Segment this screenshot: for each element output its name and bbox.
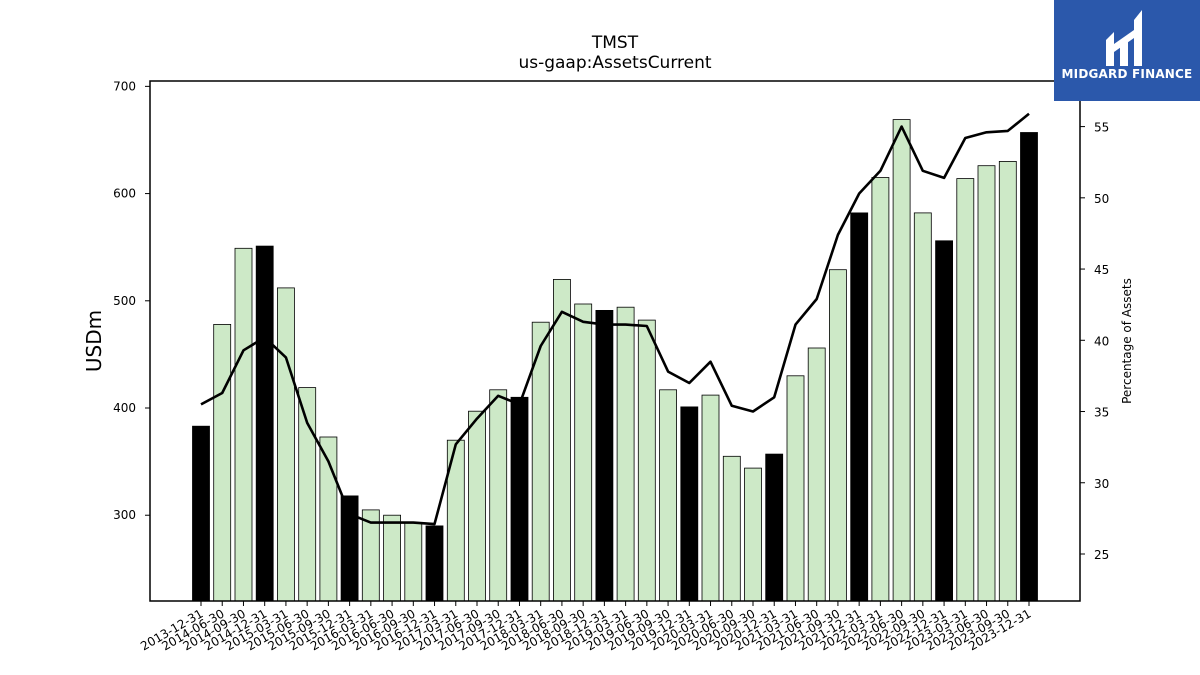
y2-axis-label: Percentage of Assets (1120, 278, 1134, 404)
y-tick-label: 600 (113, 187, 136, 201)
y-axis-ticks: 300 400 500 600 700 (113, 79, 150, 522)
logo-text: MIDGARD FINANCE (1061, 67, 1193, 81)
bar-2021-03-31 (786, 375, 805, 602)
y-tick-label: 300 (113, 508, 136, 522)
plot-frame (149, 80, 1081, 602)
bar-2013-12-31 (192, 425, 210, 602)
y-tick-label: 500 (113, 294, 136, 308)
bar-2022-06-30 (892, 119, 911, 602)
y2-tick-label: 40 (1094, 334, 1109, 348)
y2-tick-label: 45 (1094, 263, 1109, 277)
y2-axis-ticks: 25 30 35 40 45 50 55 (1080, 121, 1109, 562)
company-logo: MIDGARD FINANCE (1054, 0, 1200, 101)
bar-2018-06-30 (553, 278, 571, 602)
bar-2019-03-31 (616, 306, 635, 602)
bar-2016-06-30 (383, 514, 402, 602)
y2-tick-label: 30 (1094, 477, 1109, 491)
y2-tick-label: 50 (1094, 192, 1109, 206)
bar-2019-06-30 (637, 319, 656, 602)
bar-2023-06-30 (977, 165, 996, 602)
bar-2019-09-30 (659, 389, 677, 602)
bar-2020-03-31 (701, 394, 720, 602)
chart-subtitle: us-gaap:AssetsCurrent (518, 53, 711, 73)
y-tick-label: 400 (113, 401, 136, 415)
y2-tick-label: 55 (1094, 121, 1109, 135)
bar-2023-12-31 (1020, 132, 1038, 602)
bar-2019-12-31 (680, 406, 699, 602)
bar-2017-12-31 (510, 396, 529, 602)
y-axis-label: USDm (82, 310, 106, 372)
bar-2020-06-30 (722, 455, 741, 602)
bar-2021-06-30 (807, 347, 826, 602)
bar-2020-09-30 (744, 467, 762, 602)
percentage-line (200, 112, 1030, 526)
bar-2023-03-31 (956, 178, 975, 602)
bar-2022-12-31 (935, 240, 953, 602)
bar-2016-09-30 (404, 522, 423, 602)
bar-2017-09-30 (489, 389, 508, 602)
bar-2022-09-30 (913, 212, 932, 602)
bar-2021-12-31 (850, 212, 869, 602)
bar-2022-03-31 (871, 177, 890, 602)
bar-2018-12-31 (595, 309, 614, 602)
chart-title: TMST (591, 33, 639, 53)
x-axis-ticks: 2013-12-312014-06-302014-09-302014-12-31… (138, 601, 1034, 653)
bar-2021-09-30 (829, 269, 847, 602)
bar-2015-03-31 (276, 287, 295, 602)
bar-2016-12-31 (425, 525, 444, 602)
bars-group (192, 119, 1038, 602)
bar-2020-12-31 (765, 453, 784, 602)
bar-2023-09-30 (998, 160, 1017, 602)
bar-2014-12-31 (255, 245, 274, 602)
bar-2018-09-30 (574, 303, 593, 602)
logo-mark-icon (1106, 10, 1142, 66)
bar-2014-06-30 (213, 323, 232, 602)
bar-2014-09-30 (234, 247, 253, 602)
y-tick-label: 700 (113, 79, 136, 93)
y2-tick-label: 35 (1094, 406, 1109, 420)
bar-2017-06-30 (468, 410, 486, 602)
y2-tick-label: 25 (1094, 548, 1109, 562)
